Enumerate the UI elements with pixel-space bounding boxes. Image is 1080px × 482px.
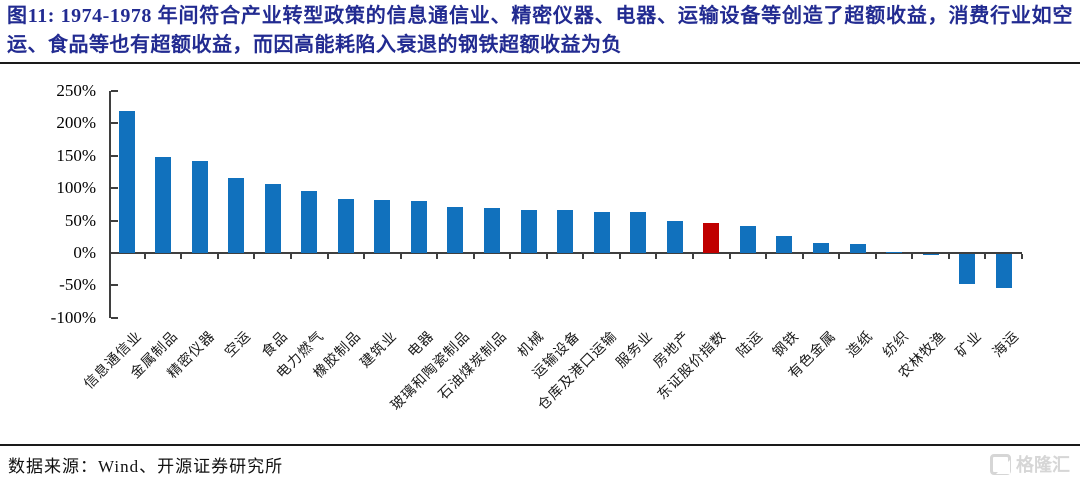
x-tick-mark [874, 254, 877, 259]
x-tick-mark [216, 254, 219, 259]
category-label: 空运 [222, 328, 255, 361]
bar-仓库及港口运输 [593, 211, 610, 253]
bar-精密仪器 [191, 160, 208, 253]
x-tick-mark [253, 254, 256, 259]
category-label: 矿业 [953, 328, 986, 361]
y-axis-line [109, 91, 111, 318]
x-tick-mark [911, 254, 914, 259]
bar-电力燃气 [301, 190, 318, 253]
bar-金属制品 [155, 157, 172, 253]
x-tick-mark [399, 254, 402, 259]
gelonghui-logo: 格隆汇 [990, 451, 1070, 477]
x-tick-mark [655, 254, 658, 259]
x-tick-mark [326, 254, 329, 259]
bar-食品 [264, 183, 281, 253]
y-tick-label: -50% [59, 275, 96, 295]
bar-服务业 [630, 212, 647, 253]
x-tick-mark [472, 254, 475, 259]
x-tick-mark [1020, 254, 1023, 259]
x-axis-line [109, 252, 1022, 254]
y-tick-label: 100% [56, 178, 96, 198]
bar-运输设备 [557, 210, 574, 253]
bar-造纸 [849, 243, 866, 253]
bar-东证股价指数 [703, 223, 720, 253]
y-tick-label: 0% [73, 243, 96, 262]
bar-玻璃和陶瓷制品 [447, 206, 464, 253]
y-tick-mark [111, 284, 118, 287]
x-tick-mark [582, 254, 585, 259]
y-tick-label: 50% [64, 210, 96, 230]
bar-电器 [410, 201, 427, 253]
x-tick-mark [436, 254, 439, 259]
category-label: 陆运 [734, 328, 767, 361]
bar-橡胶制品 [337, 199, 354, 253]
bar-房地产 [666, 221, 683, 253]
figure-title: 图11: 1974-1978 年间符合产业转型政策的信息通信业、精密仪器、电器、… [7, 5, 1073, 56]
bar-纺织 [886, 251, 903, 253]
x-tick-mark [692, 254, 695, 259]
gelonghui-logo-icon [990, 453, 1011, 475]
category-label: 服务业 [614, 328, 657, 372]
y-tick-mark [111, 122, 118, 125]
x-tick-mark [545, 254, 548, 259]
y-tick-mark [111, 187, 118, 190]
x-tick-mark [143, 254, 146, 259]
title-separator-line [0, 62, 1080, 64]
bar-矿业 [959, 254, 976, 284]
bar-钢铁 [776, 236, 793, 253]
x-tick-mark [180, 254, 183, 259]
x-tick-mark [984, 254, 987, 259]
x-tick-mark [728, 254, 731, 259]
x-tick-mark [509, 254, 512, 259]
y-tick-mark [111, 90, 118, 92]
x-tick-mark [363, 254, 366, 259]
bar-机械 [520, 209, 537, 253]
x-tick-mark [838, 254, 841, 259]
bar-有色金属 [812, 242, 829, 253]
bar-陆运 [739, 226, 756, 253]
footer-separator-line [0, 444, 1080, 446]
y-tick-mark [111, 219, 118, 222]
bar-信息通信业 [118, 111, 135, 253]
y-tick-label: 150% [56, 145, 96, 165]
y-tick-label: 250% [56, 81, 96, 100]
y-tick-mark [111, 316, 118, 319]
y-tick-mark [111, 154, 118, 157]
bar-海运 [995, 254, 1012, 289]
y-tick-label: -100% [50, 307, 96, 327]
x-tick-mark [801, 254, 804, 259]
data-source-text: 数据来源：Wind、开源证券研究所 [8, 457, 284, 476]
y-tick-label: 200% [56, 113, 96, 133]
x-tick-mark [765, 254, 768, 259]
bar-建筑业 [374, 199, 391, 253]
x-tick-mark [289, 254, 292, 259]
category-label: 建筑业 [358, 328, 401, 372]
bar-农林牧渔 [922, 254, 939, 255]
x-tick-mark [618, 254, 621, 259]
bar-石油煤炭制品 [484, 208, 500, 253]
category-label: 海运 [990, 328, 1023, 361]
gelonghui-logo-text: 格隆汇 [1016, 455, 1070, 475]
y-tick-mark [111, 252, 118, 254]
bar-空运 [228, 178, 245, 253]
category-label: 造纸 [844, 328, 876, 361]
x-tick-mark [947, 254, 950, 259]
